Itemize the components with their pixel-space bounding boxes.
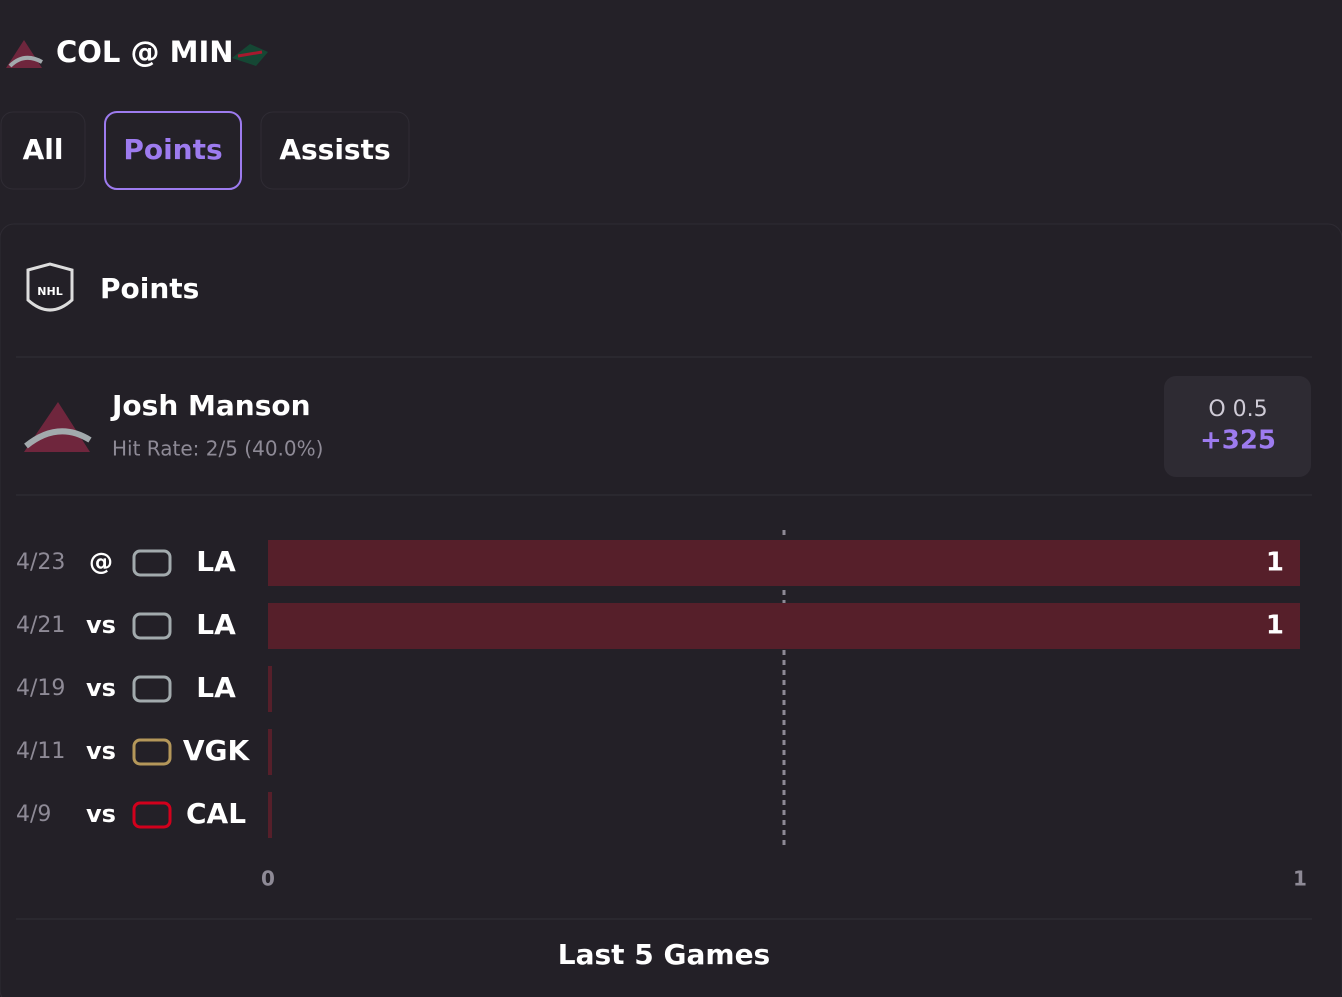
tab-label: All: [23, 133, 64, 166]
prop-side: O: [1208, 397, 1225, 422]
game-date: 4/19: [16, 676, 65, 701]
game-date: 4/9: [16, 802, 51, 827]
team-logo: [132, 738, 172, 766]
bar: [268, 603, 1300, 649]
venue: vs: [86, 800, 116, 828]
opponent: LA: [196, 608, 236, 641]
prop-box[interactable]: [1164, 376, 1311, 477]
game-date: 4/23: [16, 550, 65, 575]
opponent: CAL: [186, 797, 246, 830]
nhl-logo: NHL: [26, 262, 74, 312]
svg-text:NHL: NHL: [37, 285, 62, 298]
opponent: LA: [196, 545, 236, 578]
bar: [268, 792, 272, 838]
prop-line: O 0.5: [1208, 397, 1267, 422]
player-team-logo: [24, 402, 92, 452]
venue: vs: [86, 674, 116, 702]
footer-label: Last 5 Games: [558, 938, 770, 971]
logo-shape: [132, 801, 172, 829]
hit-rate: Hit Rate: 2/5 (40.0%): [112, 437, 323, 461]
bar: [268, 666, 272, 712]
player-name: Josh Manson: [110, 389, 311, 422]
tab[interactable]: [104, 111, 242, 190]
logo-shape: [132, 738, 172, 766]
logo-shape: [132, 549, 172, 577]
team-logo: [132, 549, 172, 577]
opponent: VGK: [183, 734, 251, 767]
col-logo: [6, 40, 43, 68]
venue: vs: [86, 737, 116, 765]
bar-value-label: 1: [1266, 548, 1284, 578]
bar: [268, 729, 272, 775]
tab[interactable]: [0, 111, 86, 190]
prop-odds: +325: [1200, 426, 1276, 456]
game-date: 4/21: [16, 613, 65, 638]
logo-shape: [132, 612, 172, 640]
bar: [268, 540, 1300, 586]
team-logo: [132, 612, 172, 640]
venue: @: [89, 548, 113, 576]
matchup-title: COL @ MIN: [56, 35, 234, 69]
team-logo: [132, 801, 172, 829]
game-date: 4/11: [16, 739, 65, 764]
x-tick-label: 1: [1293, 867, 1307, 891]
prop-value: 0.5: [1233, 397, 1268, 422]
tab-label: Points: [123, 133, 222, 166]
min-logo: [232, 44, 268, 66]
x-tick-label: 0: [261, 867, 275, 891]
team-logo: [132, 675, 172, 703]
logo-shape: [132, 675, 172, 703]
section-title: Points: [100, 272, 199, 305]
opponent: LA: [196, 671, 236, 704]
bar-value-label: 1: [1266, 611, 1284, 641]
tab[interactable]: [260, 111, 410, 190]
venue: vs: [86, 611, 116, 639]
tab-label: Assists: [279, 133, 390, 166]
